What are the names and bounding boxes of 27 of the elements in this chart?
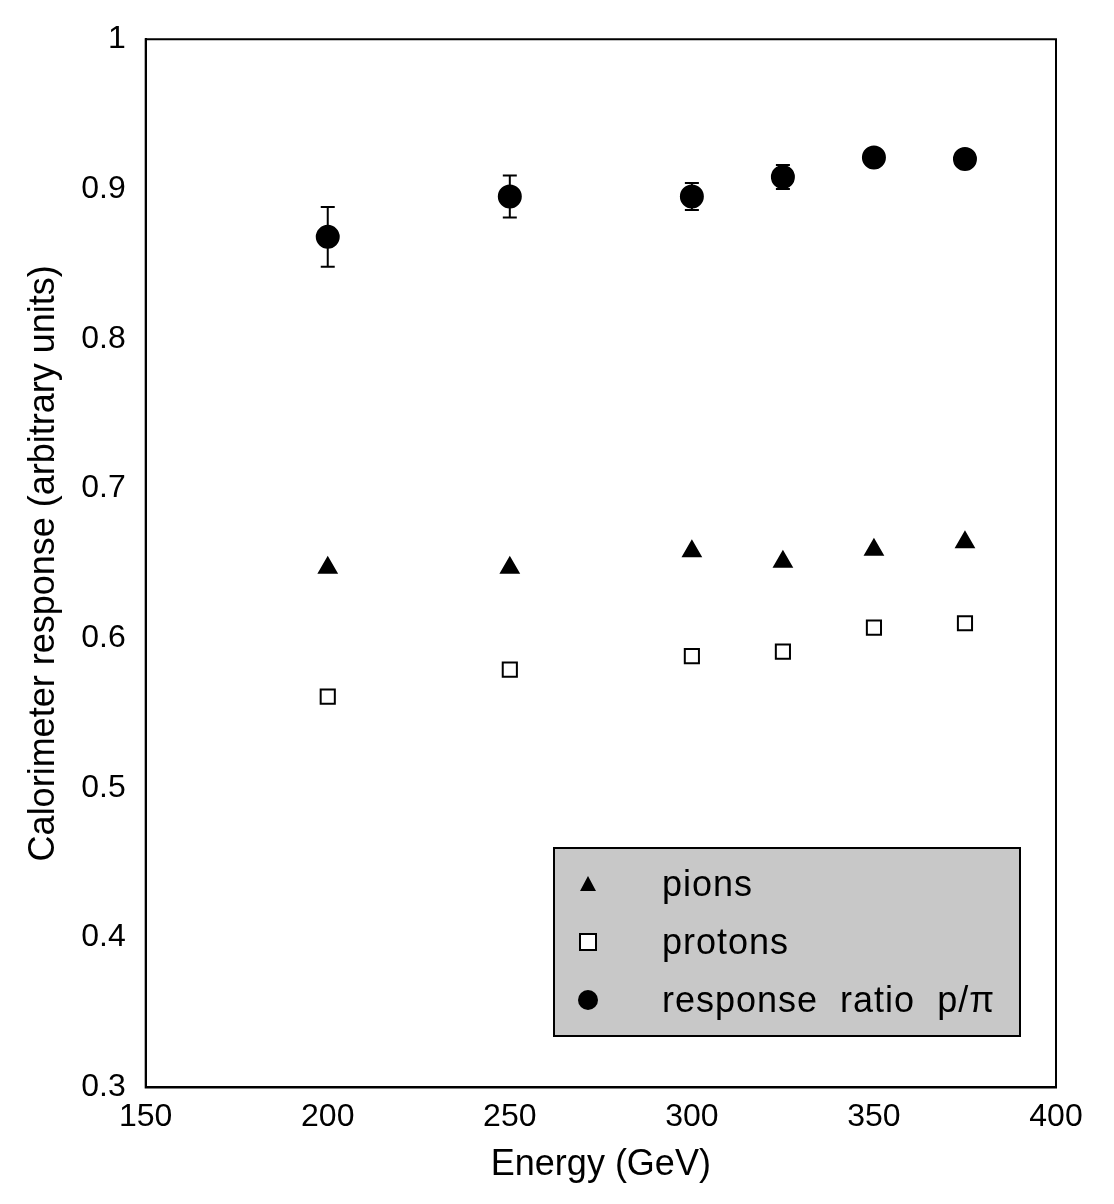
point [683, 648, 700, 665]
y-tick-label: 0.4 [81, 917, 126, 954]
point [315, 224, 340, 249]
y-tick-label: 0.8 [81, 318, 126, 355]
y-axis-title: Calorimeter response (arbitrary units) [20, 265, 62, 862]
y-tick-label: 0.5 [81, 767, 126, 804]
point [774, 643, 791, 660]
point [497, 184, 522, 209]
x-tick-label: 350 [847, 1097, 901, 1134]
y-tick-label: 1 [107, 19, 126, 56]
y-tick-label: 0.6 [81, 618, 126, 654]
point [861, 145, 886, 170]
x-axis-title: Energy (GeV) [490, 1142, 711, 1184]
legend-label: protons [662, 921, 790, 964]
y-tick-label: 0.7 [81, 468, 126, 505]
legend-label: response ratio p/π [662, 979, 995, 1022]
x-tick-label: 200 [301, 1097, 355, 1134]
point [952, 146, 977, 171]
point [956, 615, 974, 632]
legend-label: pions [662, 863, 754, 906]
point [865, 619, 883, 636]
point [501, 661, 518, 678]
y-tick-label: 0.9 [81, 168, 126, 205]
point [319, 688, 336, 705]
x-tick-label: 400 [1029, 1097, 1083, 1134]
x-tick-label: 300 [665, 1097, 719, 1134]
x-tick-label: 250 [483, 1097, 537, 1134]
